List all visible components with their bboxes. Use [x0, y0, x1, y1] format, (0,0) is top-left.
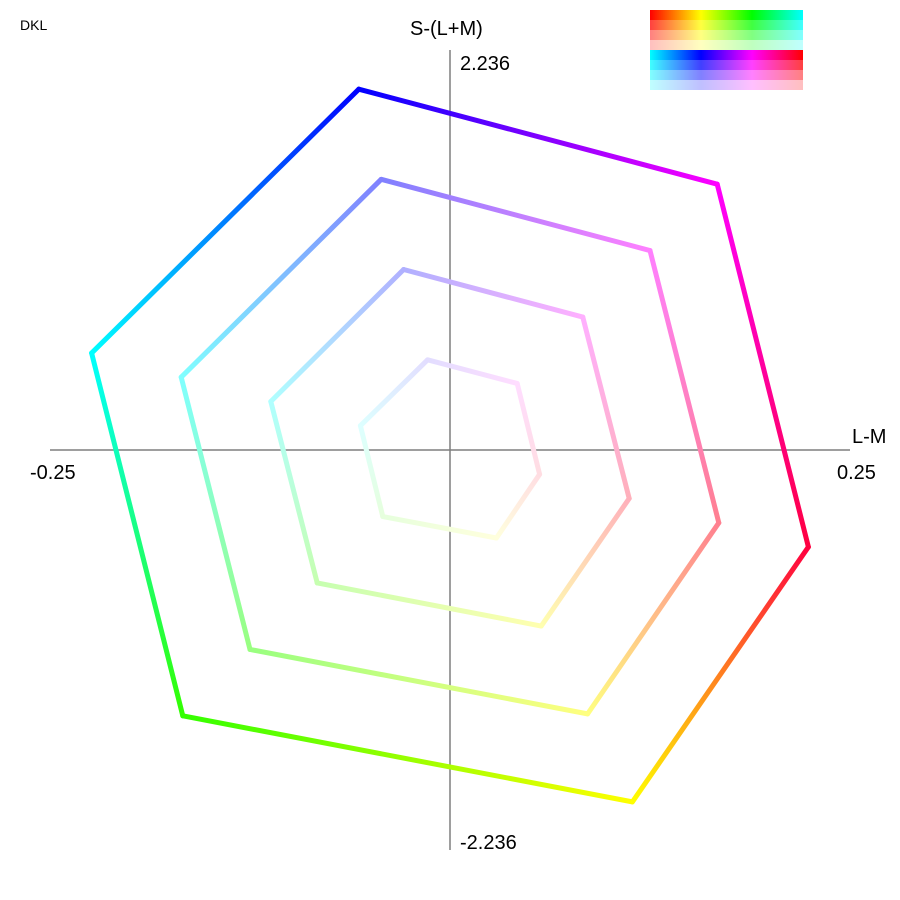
hexagon-edge — [580, 314, 632, 501]
hexagon-edge — [180, 713, 635, 805]
swatch-cell — [752, 40, 803, 50]
swatch-cell — [752, 30, 803, 40]
hexagon-edge — [714, 181, 811, 550]
hexagon-edge — [538, 495, 632, 629]
color-swatch-panel — [650, 10, 803, 90]
swatch-cell — [752, 20, 803, 30]
swatch-cell — [650, 70, 701, 80]
swatch-cell — [701, 20, 752, 30]
swatch-cell — [650, 50, 701, 60]
hexagon-edge — [268, 266, 407, 405]
hexagon-edge — [647, 248, 722, 526]
hexagon-edge — [357, 357, 431, 429]
swatch-cell — [752, 60, 803, 70]
hexagon-edge — [268, 399, 320, 586]
hexagon-edge — [380, 514, 499, 541]
swatch-cell — [650, 80, 701, 90]
hexagon-edge — [378, 176, 653, 254]
hexagon-edge — [89, 86, 362, 356]
hexagon-edge — [401, 266, 586, 320]
x-tick-min-label: -0.25 — [30, 462, 76, 484]
hexagon-edge — [89, 350, 186, 719]
hexagon-edge — [425, 357, 520, 386]
swatch-cell — [752, 50, 803, 60]
swatch-cell — [650, 60, 701, 70]
swatch-cell — [650, 20, 701, 30]
swatch-cell — [701, 10, 752, 20]
hexagon-edge — [356, 86, 720, 187]
hexagon-edge — [514, 380, 543, 477]
y-axis-label: S-(L+M) — [410, 18, 483, 40]
swatch-cell — [701, 80, 752, 90]
swatch-cell — [701, 70, 752, 80]
axes — [50, 50, 850, 850]
y-tick-max-label: 2.236 — [460, 53, 510, 75]
swatch-cell — [650, 30, 701, 40]
y-tick-min-label: -2.236 — [460, 832, 517, 854]
hexagon-series-group — [89, 86, 811, 805]
swatch-cell — [701, 60, 752, 70]
swatch-cell — [752, 70, 803, 80]
hexagon-edge — [585, 520, 722, 717]
swatch-cell — [650, 40, 701, 50]
hexagon-edge — [629, 544, 811, 805]
swatch-cell — [701, 40, 752, 50]
hexagon-edge — [357, 423, 386, 520]
swatch-cell — [701, 30, 752, 40]
swatch-cell — [752, 80, 803, 90]
swatch-cell — [701, 50, 752, 60]
hexagon-edge — [178, 176, 384, 380]
x-axis-label: L-M — [852, 426, 886, 448]
hexagon-edge — [178, 374, 253, 652]
swatch-cell — [752, 10, 803, 20]
hexagon-edge — [493, 471, 543, 541]
hexagon-edge — [314, 580, 544, 629]
swatch-cell — [650, 10, 701, 20]
hexagon-edge — [247, 646, 591, 717]
chart-title: DKL — [20, 17, 47, 33]
x-tick-max-label: 0.25 — [837, 462, 876, 484]
